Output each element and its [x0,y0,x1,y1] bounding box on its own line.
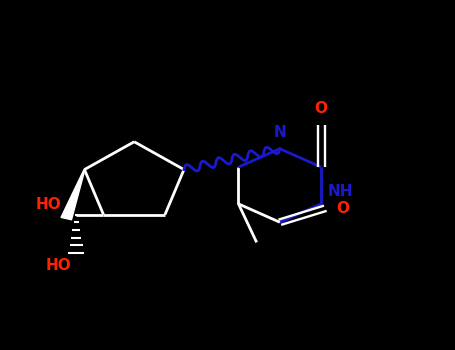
Text: O: O [315,102,328,116]
Text: NH: NH [328,184,354,199]
Text: N: N [273,125,286,140]
Text: HO: HO [46,258,71,273]
Text: O: O [337,201,350,216]
Text: HO: HO [36,197,62,211]
Polygon shape [61,169,85,220]
